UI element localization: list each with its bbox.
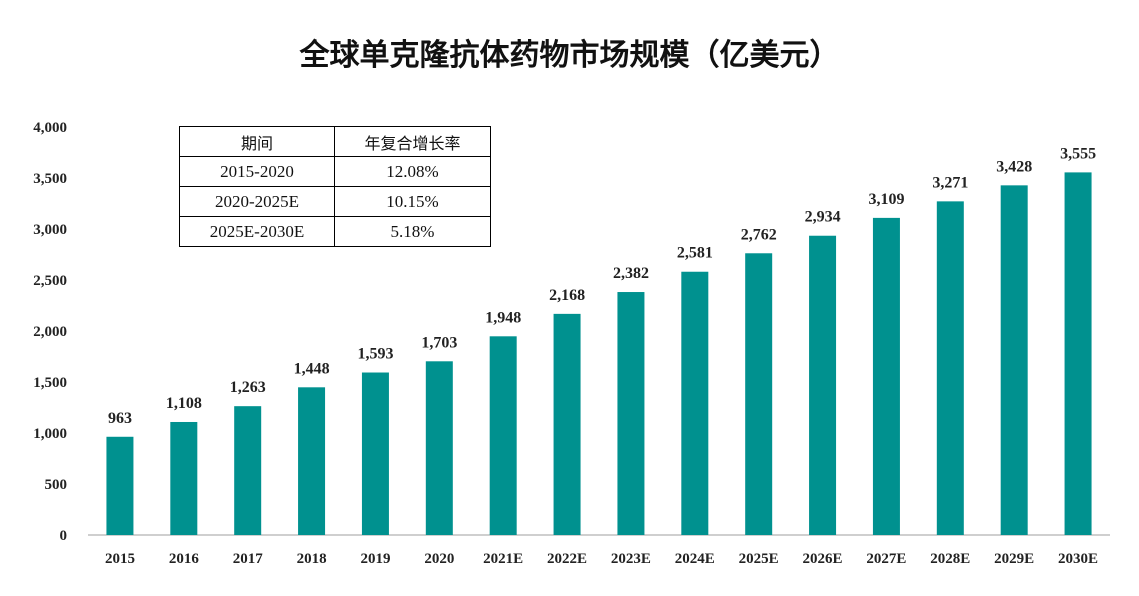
value-label-2025E: 2,762 [741,226,777,243]
value-label-2021E: 1,948 [485,309,521,326]
y-tick-label: 2,000 [33,324,67,340]
y-tick-label: 1,000 [33,426,67,442]
value-label-2026E: 2,934 [805,209,841,226]
value-label-2017: 1,263 [230,379,266,396]
bar-2017 [234,406,262,535]
bar-2026E [809,235,837,535]
x-tick-label: 2022E [547,551,587,567]
x-tick-label: 2017 [233,551,264,567]
value-label-2030E: 3,555 [1060,145,1096,162]
cagr-period-cell: 2020-2025E [179,186,335,217]
bars [106,172,1092,535]
table-row: 2015-2020 12.08% [179,156,491,187]
bar-2016 [170,421,198,535]
bar-2024E [681,271,709,535]
value-label-2016: 1,108 [166,395,202,412]
x-tick-label: 2018 [297,551,327,567]
bar-2021E [489,336,517,535]
x-tick-label: 2023E [611,551,651,567]
x-tick-label: 2024E [675,551,715,567]
x-tick-label: 2015 [105,551,135,567]
value-label-2015: 963 [108,410,132,427]
value-label-2022E: 2,168 [549,287,585,304]
x-axis: 2015 2016 2017 2018 2019 2020 2021E 2022E 2023E 2… [88,534,1110,567]
x-tick-label: 2019 [360,551,390,567]
x-tick-label: 2016 [169,551,200,567]
bar-2022E [553,313,581,535]
chart-title: 全球单克隆抗体药物市场规模（亿美元） [299,38,840,73]
bar-2015 [106,436,134,535]
bar-2025E [745,253,773,535]
value-label-2023E: 2,382 [613,265,649,282]
y-tick-label: 0 [60,528,68,544]
x-tick-label: 2029E [994,551,1034,567]
x-tick-label: 2026E [803,551,843,567]
bar-2019 [361,372,389,535]
value-label-2027E: 3,109 [868,191,904,208]
table-row: 2025E-2030E 5.18% [179,216,491,247]
x-tick-label: 2025E [739,551,779,567]
y-tick-label: 4,000 [33,120,67,136]
bar-2029E [1000,185,1028,535]
value-label-2020: 1,703 [421,334,457,351]
cagr-header-rate: 年复合增长率 [334,126,491,157]
y-tick-label: 1,500 [33,375,67,391]
cagr-period-cell: 2025E-2030E [179,216,335,247]
value-label-2019: 1,593 [357,346,393,363]
cagr-table: 期间 年复合增长率 2015-2020 12.08% 2020-2025E 10… [179,126,491,247]
y-tick-label: 2,500 [33,273,67,289]
cagr-rate-cell: 5.18% [334,216,491,247]
bar-2018 [298,387,326,535]
bar-2020 [425,361,453,535]
y-axis: 0 500 1,000 1,500 2,000 2,500 3,000 3,500 4,000 [33,120,67,544]
value-label-2018: 1,448 [294,360,330,377]
table-row: 2020-2025E 10.15% [179,186,491,217]
x-tick-label: 2030E [1058,551,1098,567]
x-tick-label: 2028E [930,551,970,567]
bar-2030E [1064,172,1092,535]
value-label-2028E: 3,271 [932,174,968,191]
x-tick-label: 2020 [424,551,454,567]
y-tick-label: 3,000 [33,222,67,238]
bar-2023E [617,292,645,535]
value-labels: 963 1,108 1,263 1,448 1,593 1,703 1,948 2,168 2,… [108,145,1096,426]
x-tick-label: 2021E [483,551,523,567]
value-label-2024E: 2,581 [677,245,713,262]
bar-2028E [936,201,964,535]
cagr-table-header-row: 期间 年复合增长率 [179,126,491,157]
y-tick-label: 500 [45,477,68,493]
value-label-2029E: 3,428 [996,158,1032,175]
cagr-rate-cell: 10.15% [334,186,491,217]
x-tick-label: 2027E [866,551,906,567]
bar-2027E [872,217,900,535]
cagr-header-period: 期间 [179,126,335,157]
cagr-period-cell: 2015-2020 [179,156,335,187]
y-tick-label: 3,500 [33,171,67,187]
cagr-rate-cell: 12.08% [334,156,491,187]
